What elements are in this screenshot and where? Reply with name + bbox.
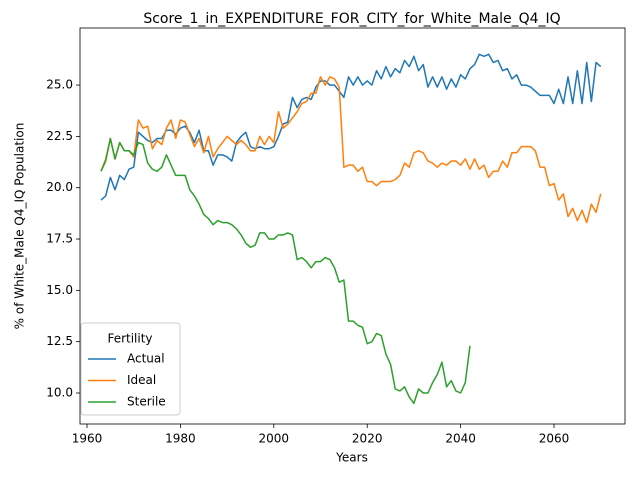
y-tick-label: 17.5	[46, 232, 73, 246]
y-tick-label: 25.0	[46, 78, 73, 92]
x-tick-label: 2060	[539, 432, 570, 446]
line-series	[100, 53, 602, 201]
legend-title: Fertility	[107, 332, 152, 346]
x-axis-label: Years	[335, 451, 368, 465]
y-tick-label: 15.0	[46, 283, 73, 297]
x-tick-label: 1980	[165, 432, 196, 446]
x-tick-label: 2040	[445, 432, 476, 446]
chart-title: Score_1_in_EXPENDITURE_FOR_CITY_for_Whit…	[143, 11, 560, 27]
line-series	[100, 76, 602, 224]
plot-area	[100, 53, 602, 405]
legend: Fertility Actual Ideal Sterile	[80, 322, 181, 416]
y-tick-label: 20.0	[46, 180, 73, 194]
line-series	[100, 137, 471, 405]
x-tick-label: 2020	[352, 432, 383, 446]
axes-frame	[79, 27, 626, 425]
legend-label: Sterile	[127, 395, 166, 409]
legend-label: Ideal	[127, 373, 156, 387]
x-tick-label: 2000	[259, 432, 290, 446]
legend-box	[80, 322, 181, 416]
y-tick-label: 10.0	[46, 386, 73, 400]
y-axis-label: % of White_Male Q4_IQ Population	[13, 123, 27, 330]
legend-label: Actual	[127, 352, 165, 366]
y-tick-label: 12.5	[46, 334, 73, 348]
y-tick-label: 22.5	[46, 129, 73, 143]
x-tick-label: 1960	[72, 432, 103, 446]
